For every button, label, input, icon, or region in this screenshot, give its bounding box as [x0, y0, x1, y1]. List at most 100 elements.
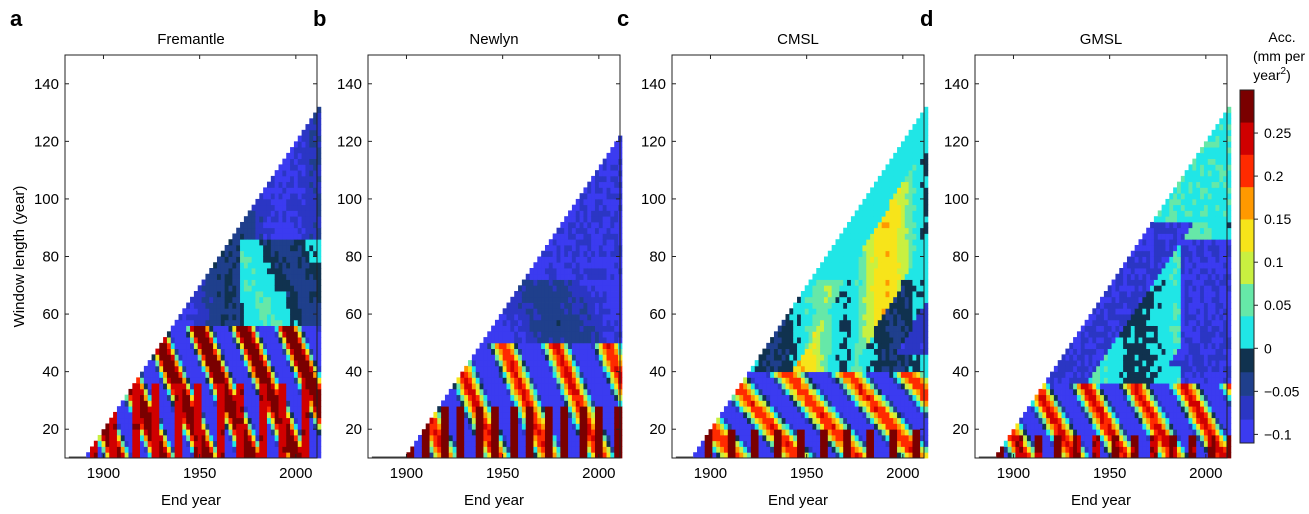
heatmap-cell [197, 325, 202, 332]
heatmap-cell [789, 365, 794, 373]
heatmap-cell [739, 411, 744, 419]
heatmap-cell [614, 337, 619, 344]
heatmap-cell [544, 256, 550, 263]
heatmap-cell [847, 377, 852, 384]
heatmap-cell [186, 429, 191, 436]
heatmap-cell [243, 314, 249, 321]
heatmap-cell [781, 383, 786, 390]
heatmap-cell [870, 262, 875, 269]
heatmap-cell [862, 291, 867, 298]
heatmap-cell [452, 411, 457, 419]
heatmap-cell [297, 417, 303, 424]
heatmap-cell [762, 446, 767, 453]
heatmap-cell [220, 308, 226, 315]
heatmap-cell [232, 319, 237, 326]
heatmap-cell [885, 221, 890, 229]
heatmap-cell [228, 250, 233, 257]
heatmap-cell [159, 377, 164, 384]
heatmap-cell [498, 446, 504, 453]
heatmap-cell [293, 371, 299, 378]
heatmap-cell [429, 429, 434, 436]
heatmap-cell [518, 388, 523, 396]
heatmap-cell [893, 210, 898, 217]
heatmap-cell [827, 360, 833, 367]
heatmap-cell [587, 256, 592, 263]
heatmap-cell [186, 406, 191, 413]
heatmap-cell [124, 446, 129, 453]
heatmap-cell [766, 383, 771, 390]
heatmap-cell [521, 429, 527, 436]
heatmap-cell [305, 239, 310, 246]
heatmap-cell [781, 434, 786, 442]
heatmap-cell [290, 187, 295, 194]
heatmap-cell [602, 262, 607, 269]
heatmap-cell [591, 244, 596, 252]
heatmap-cell [854, 302, 859, 309]
heatmap-cell [487, 394, 492, 401]
heatmap-cell [591, 175, 596, 183]
heatmap-cell [843, 377, 848, 384]
heatmap-cell [893, 285, 898, 292]
heatmap-cell [220, 348, 226, 355]
heatmap-cell [885, 360, 890, 367]
heatmap-cell [602, 308, 607, 315]
heatmap-cell [781, 452, 786, 459]
y-tick-label: 120 [337, 133, 362, 150]
heatmap-cell [823, 406, 829, 413]
heatmap-cell [556, 388, 561, 396]
heatmap-cell [533, 388, 538, 396]
heatmap-cell [568, 377, 573, 384]
heatmap-cell [743, 440, 748, 447]
heatmap-cell [704, 452, 709, 459]
heatmap-cell [854, 388, 859, 396]
heatmap-cell [128, 452, 133, 459]
heatmap-cell [564, 337, 569, 344]
heatmap-cell [105, 434, 110, 442]
heatmap-cell [270, 291, 276, 298]
heatmap-cell [544, 342, 550, 350]
heatmap-cell [186, 360, 191, 367]
heatmap-cell [216, 394, 222, 401]
heatmap-cell [770, 354, 775, 361]
heatmap-cell [747, 440, 752, 447]
heatmap-cell [587, 187, 592, 194]
heatmap-cell [766, 377, 771, 384]
heatmap-cell [881, 388, 886, 396]
heatmap-cell [209, 268, 214, 275]
heatmap-cell [571, 417, 577, 424]
heatmap-cell [785, 400, 790, 407]
heatmap-cell [552, 365, 557, 373]
heatmap-cell [309, 141, 314, 148]
heatmap-cell [286, 262, 291, 269]
heatmap-cell [255, 233, 260, 240]
heatmap-cell [247, 388, 252, 396]
heatmap-cell [610, 291, 615, 298]
heatmap-cell [170, 337, 176, 344]
heatmap-cell [610, 250, 615, 257]
heatmap-cell [433, 452, 438, 459]
heatmap-cell [444, 417, 450, 424]
heatmap-cell [579, 331, 584, 338]
heatmap-cell [789, 360, 794, 367]
heatmap-cell [843, 423, 848, 430]
heatmap-cell [827, 308, 833, 315]
heatmap-cell [602, 354, 607, 361]
heatmap-cell [877, 314, 883, 321]
heatmap-cell [243, 342, 249, 350]
heatmap-cell [155, 452, 160, 459]
heatmap-cell [750, 365, 756, 373]
heatmap-cell [506, 337, 511, 344]
heatmap-cell [827, 262, 833, 269]
heatmap-cell [533, 423, 538, 430]
heatmap-cell [510, 325, 515, 332]
heatmap-cell [870, 383, 875, 390]
heatmap-cell [228, 388, 233, 396]
heatmap-cell [598, 314, 604, 321]
heatmap-cell [282, 210, 287, 217]
heatmap-cell [571, 285, 577, 292]
heatmap-cell [758, 411, 763, 419]
heatmap-cell [313, 112, 318, 119]
heatmap-cell [510, 411, 515, 419]
heatmap-cell [835, 377, 840, 384]
